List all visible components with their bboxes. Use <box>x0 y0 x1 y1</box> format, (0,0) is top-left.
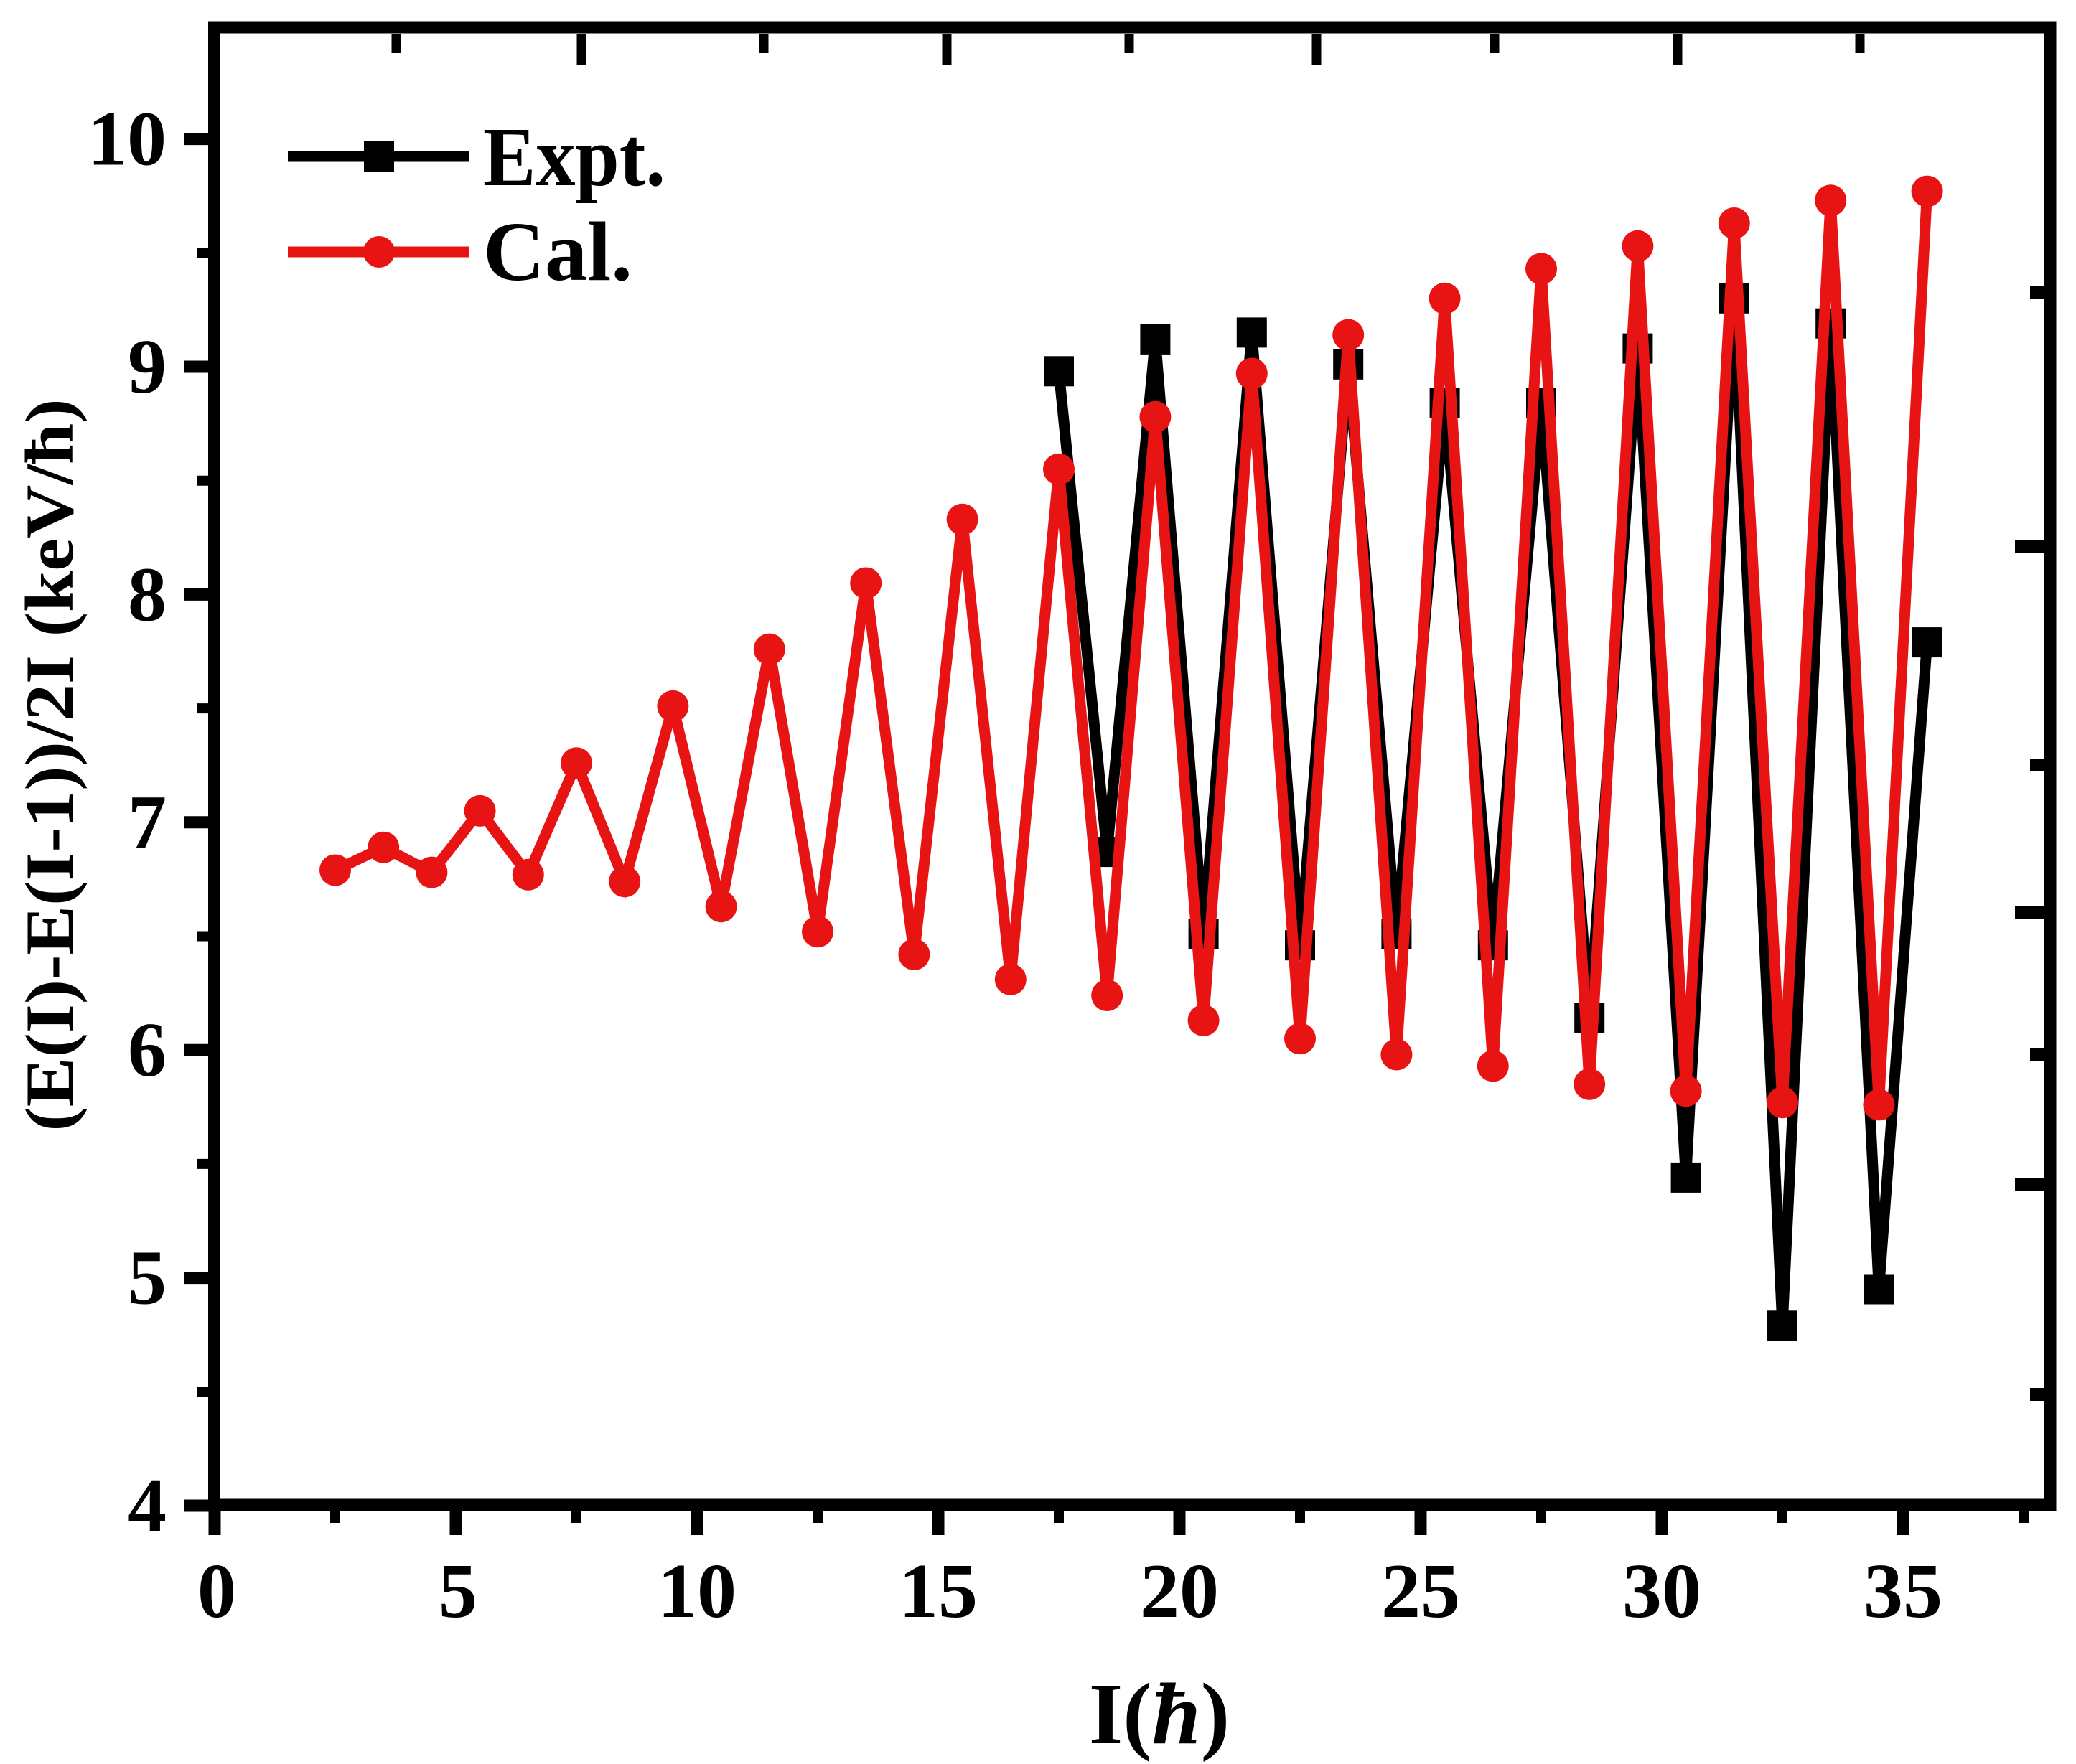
svg-text:5: 5 <box>128 1236 167 1321</box>
svg-text:9: 9 <box>128 324 167 410</box>
svg-text:Cal.: Cal. <box>483 205 632 299</box>
svg-text:5: 5 <box>439 1549 477 1634</box>
svg-text:30: 30 <box>1622 1549 1701 1634</box>
svg-text:25: 25 <box>1381 1549 1460 1634</box>
svg-text:4: 4 <box>128 1463 167 1549</box>
svg-text:35: 35 <box>1864 1549 1942 1634</box>
svg-text:(E(I)-E(I-1))/2I (keV/ħ): (E(I)-E(I-1))/2I (keV/ħ) <box>11 399 88 1132</box>
svg-text:20: 20 <box>1140 1549 1219 1634</box>
svg-text:15: 15 <box>899 1549 978 1634</box>
svg-text:Expt.: Expt. <box>483 110 665 204</box>
svg-text:7: 7 <box>128 780 167 865</box>
svg-text:10: 10 <box>658 1549 737 1634</box>
svg-text:I(ħ): I(ħ) <box>1089 1666 1230 1763</box>
svg-text:6: 6 <box>128 1008 167 1093</box>
svg-text:8: 8 <box>128 552 167 637</box>
svg-text:0: 0 <box>197 1549 236 1634</box>
svg-text:10: 10 <box>88 97 167 182</box>
